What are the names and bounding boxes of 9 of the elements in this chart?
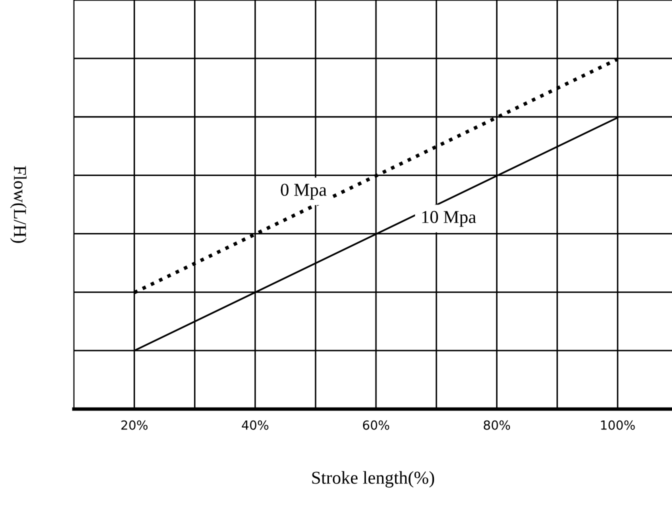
x-axis-title: Stroke length(%) [312, 471, 434, 488]
x-tick-label: 80% [484, 420, 510, 430]
series-label: 0 Mpa [280, 184, 327, 200]
x-tick-label: 20% [121, 420, 148, 430]
x-tick-label: 60% [362, 420, 390, 430]
series-label: 10 Mpa [422, 210, 476, 227]
x-tick-label: 100% [601, 420, 635, 430]
x-tick-label: 40% [242, 420, 268, 430]
y-axis-title: Flow(L/H) [10, 166, 27, 243]
